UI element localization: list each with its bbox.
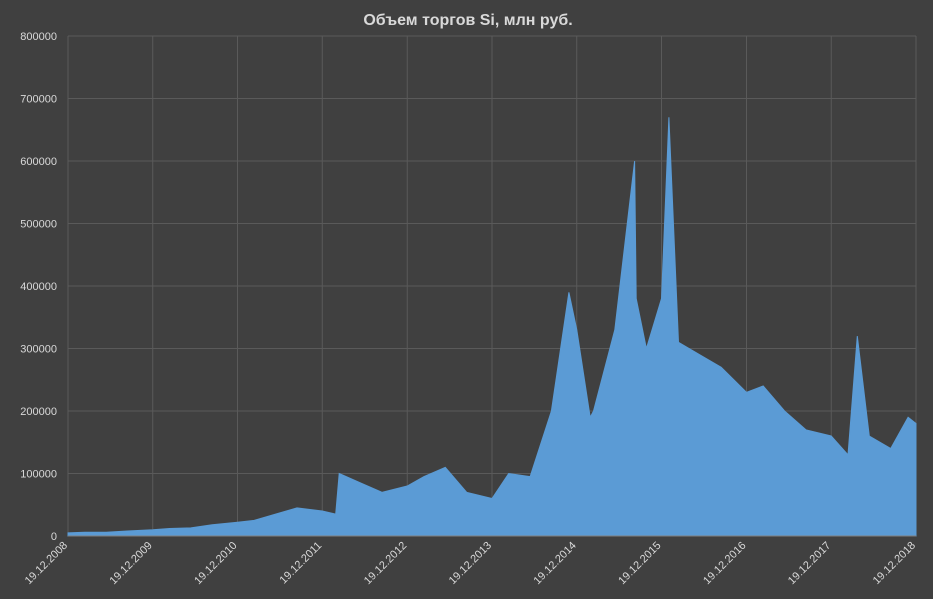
y-tick-label: 0 — [51, 531, 57, 543]
y-tick-label: 800000 — [20, 31, 57, 43]
y-tick-label: 300000 — [20, 344, 57, 356]
chart-title: Объем торгов Si, млн руб. — [363, 12, 572, 29]
series-area-0 — [67, 117, 917, 537]
series-area-group — [67, 117, 917, 537]
y-tick-label: 700000 — [20, 94, 57, 106]
y-tick-label: 600000 — [20, 156, 57, 168]
y-tick-label: 400000 — [20, 281, 57, 293]
y-tick-label: 200000 — [20, 406, 57, 418]
y-tick-label: 500000 — [20, 219, 57, 231]
y-axis: 0 100000 200000 300000 400000 500000 600000 700… — [20, 31, 57, 543]
y-tick-label: 100000 — [20, 469, 57, 481]
